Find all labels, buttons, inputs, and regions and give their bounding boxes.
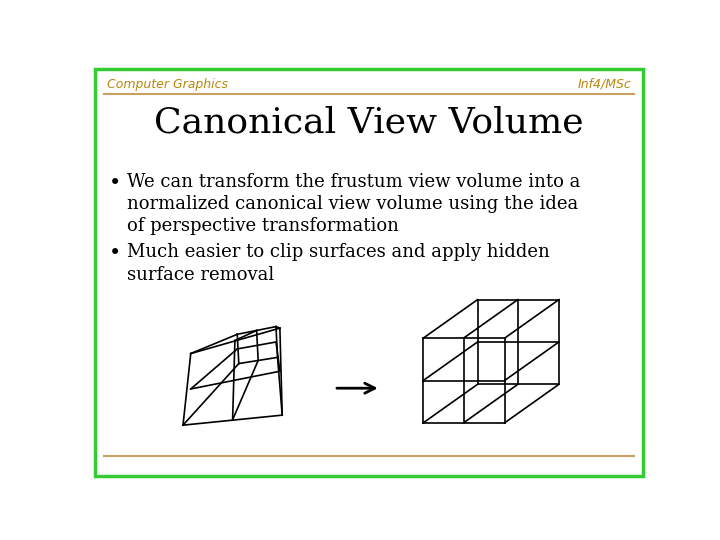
Text: Inf4/MSc: Inf4/MSc xyxy=(577,78,631,91)
Text: •: • xyxy=(109,244,121,264)
Text: We can transform the frustum view volume into a
normalized canonical view volume: We can transform the frustum view volume… xyxy=(127,173,580,235)
Text: Much easier to clip surfaces and apply hidden
surface removal: Much easier to clip surfaces and apply h… xyxy=(127,244,550,284)
Text: Computer Graphics: Computer Graphics xyxy=(107,78,228,91)
Text: •: • xyxy=(109,173,121,193)
Text: Canonical View Volume: Canonical View Volume xyxy=(154,105,584,139)
